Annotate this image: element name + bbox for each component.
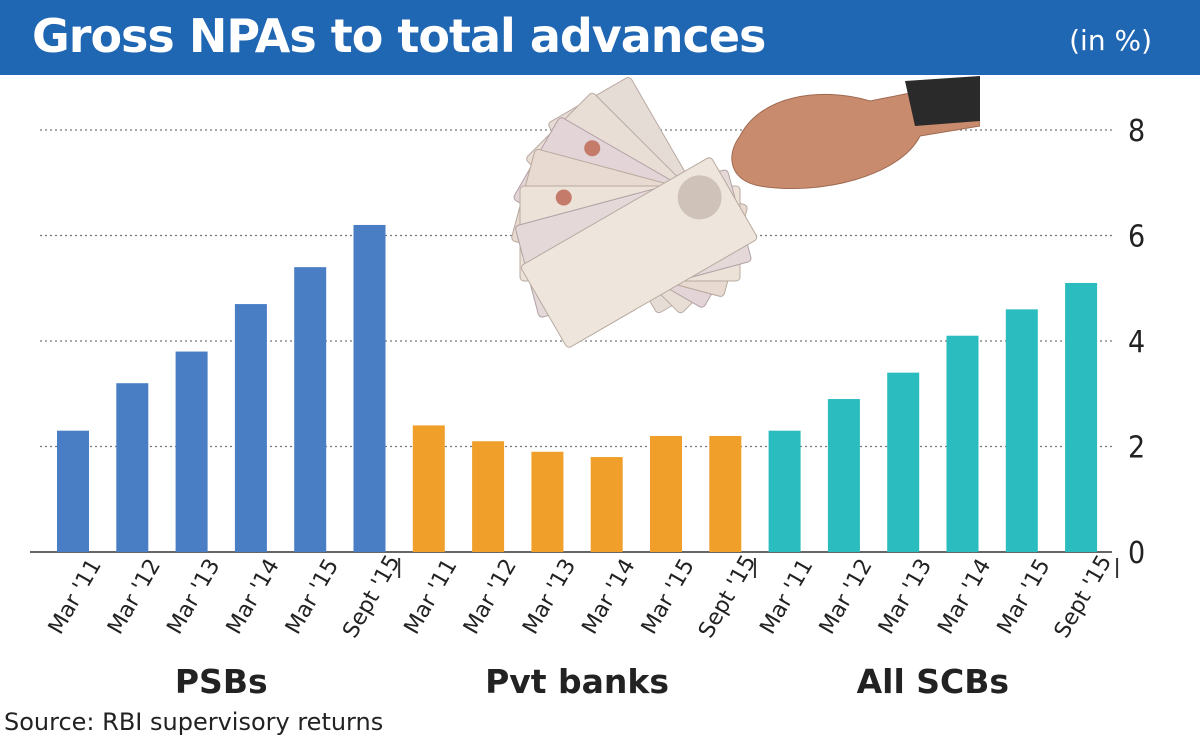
bar	[887, 372, 920, 552]
x-tick-label: Mar '12	[459, 555, 522, 639]
x-tick-label: Mar '13	[518, 555, 581, 639]
x-tick-label: Mar '12	[815, 555, 878, 639]
bar	[650, 435, 682, 552]
bar	[946, 335, 979, 552]
source-note: Source: RBI supervisory returns	[4, 708, 384, 736]
bar	[1065, 282, 1098, 552]
x-tick-label: Mar '15	[993, 555, 1056, 639]
y-tick-label: 8	[1128, 114, 1145, 149]
x-tick-label: Mar '11	[44, 555, 107, 639]
group-label: All SCBs	[857, 662, 1009, 701]
x-tick-label: Mar '13	[874, 555, 937, 639]
bar	[1005, 309, 1038, 552]
y-axis-ticks: 0 2 4 6 8	[1128, 114, 1145, 571]
bar	[709, 435, 742, 552]
x-tick-label: Mar '15	[637, 555, 700, 639]
bar	[234, 304, 267, 552]
y-tick-label: 4	[1128, 325, 1145, 360]
x-tick-label: Mar '14	[933, 555, 996, 639]
title-bar: Gross NPAs to total advances (in %)	[0, 0, 1200, 75]
bars	[57, 224, 1098, 552]
x-tick-label: Sept '15	[694, 551, 761, 642]
group-labels: PSBs Pvt banks All SCBs	[175, 662, 1009, 701]
x-tick-label: Mar '12	[103, 555, 166, 639]
rupee-notes-illustration	[511, 76, 980, 348]
x-tick-label: Mar '13	[163, 555, 226, 639]
x-tick-label: Sept '15	[338, 551, 405, 642]
bar	[116, 383, 149, 552]
bar	[57, 430, 89, 552]
chart-title: Gross NPAs to total advances	[32, 9, 766, 63]
group-label: PSBs	[175, 662, 268, 701]
bar	[768, 430, 801, 552]
y-tick-label: 2	[1128, 431, 1145, 466]
group-label: Pvt banks	[485, 662, 669, 701]
bar	[827, 399, 860, 552]
x-tick-label: Mar '11	[756, 555, 819, 639]
bar	[472, 441, 505, 552]
bar	[412, 425, 445, 552]
y-tick-label: 6	[1128, 220, 1145, 255]
unit-label: (in %)	[1069, 24, 1152, 57]
bar	[175, 351, 208, 552]
x-tick-label: Mar '14	[222, 555, 285, 639]
y-tick-label: 0	[1128, 536, 1145, 571]
x-tick-label: Mar '11	[400, 555, 463, 639]
x-tick-label: Sept '15	[1050, 551, 1117, 642]
x-tick-label: Mar '15	[281, 555, 344, 639]
x-tick-label: Mar '14	[578, 555, 641, 639]
bar	[294, 267, 327, 552]
bar	[531, 451, 564, 552]
bar	[353, 224, 386, 552]
bar	[590, 457, 623, 552]
